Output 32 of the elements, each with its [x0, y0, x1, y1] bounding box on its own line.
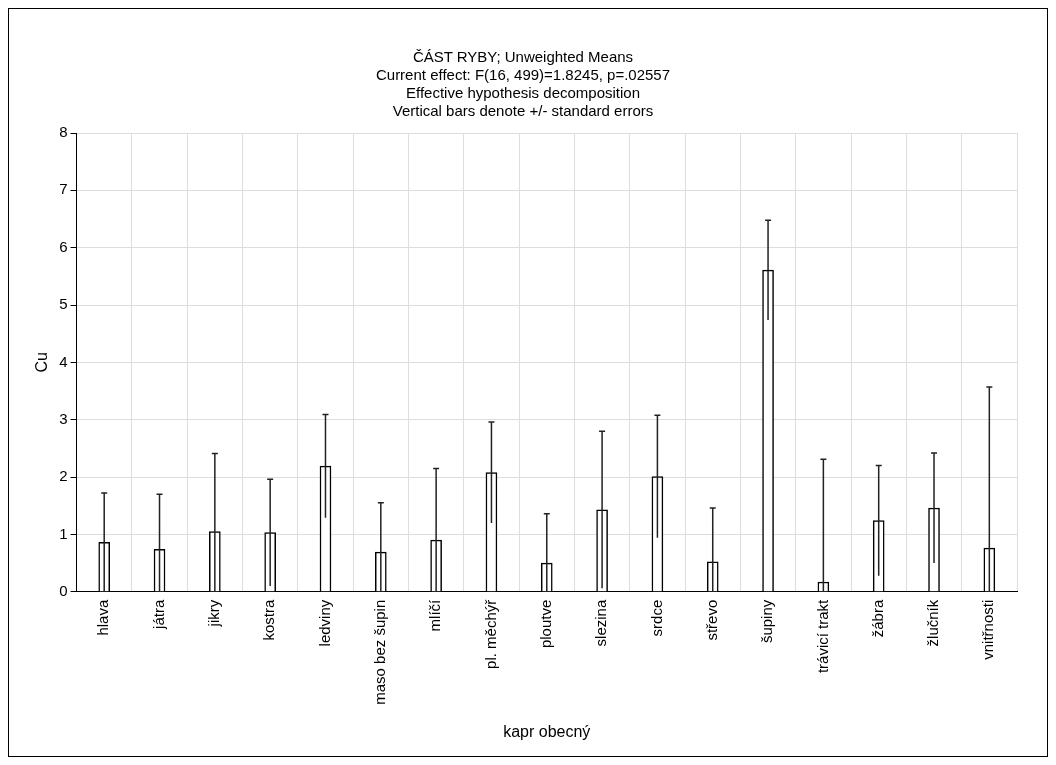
y-tick-label: 4 [59, 352, 68, 370]
y-tick-label: 2 [59, 467, 68, 485]
text: Effective hypothesis decomposition [405, 84, 641, 102]
text: Vertical bars denote +/- standard errors [392, 102, 654, 120]
x-tick-label: mlíčí [426, 598, 444, 632]
y-tick-label: 0 [59, 581, 68, 599]
x-tick-label: maso bez šupin [370, 599, 388, 705]
x-tick-label: ploutve [536, 599, 554, 649]
x-tick-label: šupiny [758, 599, 776, 644]
x-tick-label: jikry [204, 599, 222, 628]
x-tick-label: kostra [260, 599, 278, 641]
x-tick-label: játra [149, 599, 167, 630]
x-tick-label: žábra [868, 599, 886, 638]
x-tick-label: trávicí trakt [813, 598, 831, 674]
x-tick-label: srdce [647, 599, 665, 637]
x-tick-label: žlučník [924, 599, 942, 647]
text: Current effect: F(16, 499)=1.8245, p=.02557 [375, 66, 671, 84]
x-axis-title: kapr obecný [503, 722, 591, 740]
y-tick-label: 1 [59, 524, 68, 542]
x-tick-label: vnitřnosti [979, 599, 997, 660]
y-tick-label: 5 [59, 295, 68, 313]
x-tick-label: slezina [592, 599, 610, 647]
y-tick-label: 8 [59, 123, 68, 141]
y-tick-label: 6 [59, 237, 68, 255]
x-tick-label: střevo [702, 599, 720, 641]
x-tick-label: ledviny [315, 599, 333, 647]
y-tick-label: 3 [59, 409, 68, 427]
text: ČÁST RYBY; Unweighted Means [412, 48, 634, 66]
x-tick-label: hlava [94, 599, 112, 636]
y-tick-label: 7 [59, 180, 68, 198]
y-axis-title: Cu [33, 352, 51, 373]
x-tick-label: pl. měchýř [481, 598, 499, 669]
